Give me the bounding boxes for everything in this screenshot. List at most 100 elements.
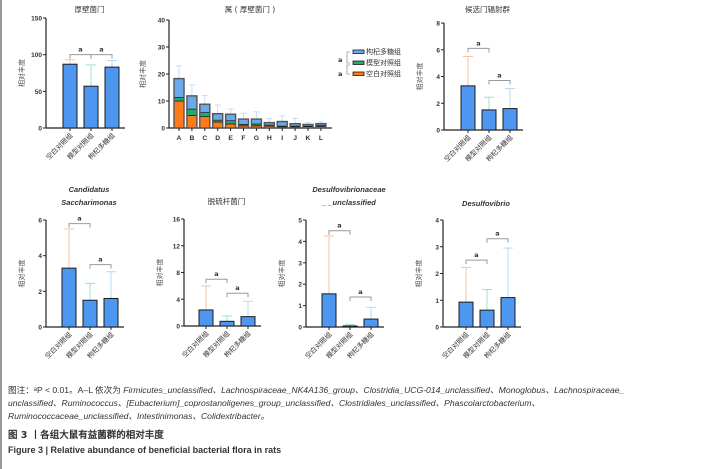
bar [481, 109, 497, 131]
significance-label: a [77, 215, 81, 223]
bar [198, 309, 214, 327]
stacked-segment-model [173, 97, 185, 102]
stacked-segment-lbp [199, 103, 211, 113]
significance-bracket [328, 230, 351, 235]
significance-bracket [488, 80, 511, 85]
chart-title-line2: _ _unclassified [321, 198, 376, 207]
significance-label: a [78, 46, 82, 54]
y-tick-label: 1 [298, 303, 302, 310]
caption-line-2: unclassified、Ruminococcus、[Eubacterium]_… [8, 397, 708, 410]
y-tick-label: 1 [435, 298, 439, 305]
stacked-segment-lbp [212, 113, 224, 121]
chart-title-line2: Saccharimonas [61, 198, 116, 207]
x-tick-label: J [293, 135, 297, 142]
y-axis-label: 相对丰度 [277, 260, 286, 288]
stacked-segment-blank [173, 100, 185, 129]
x-tick-label: L [319, 135, 323, 142]
bar [502, 108, 518, 131]
bar [83, 85, 99, 129]
chart-title: Desulfovibrionaceae [312, 185, 385, 194]
caption-genus-list-2: unclassified、Ruminococcus、[Eubacterium]_… [8, 398, 541, 408]
chart-saccharimonas: CandidatusSaccharimonas0246相对丰度空白对照组模型对照… [17, 185, 124, 360]
bar [219, 320, 235, 327]
bar [500, 297, 516, 328]
figure-caption: 图注：ᵃP < 0.01。A–L 依次为 Firmicutes_unclassi… [8, 384, 708, 423]
y-tick-label: 6 [38, 218, 42, 225]
stacked-segment-blank [212, 121, 224, 129]
significance-label: a [497, 72, 501, 80]
bar [342, 325, 358, 328]
legend-significance-label: a [338, 56, 342, 64]
y-tick-label: 150 [31, 16, 42, 23]
y-tick-label: 0 [435, 325, 439, 332]
caption-line-3: Ruminococcaceae_unclassified、Intestinimo… [8, 410, 708, 423]
bar [458, 301, 474, 328]
caption-genus-list-3: Ruminococcaceae_unclassified、Intestinimo… [8, 411, 270, 421]
y-tick-label: 20 [158, 72, 166, 79]
y-tick-label: 12 [173, 243, 181, 250]
chart-title: 脱硫杆菌门 [208, 196, 246, 206]
y-axis-label: 相对丰度 [17, 59, 26, 87]
figure-title-cn: 图 3 丨各组大鼠有益菌群的相对丰度 [8, 430, 164, 441]
y-tick-label: 10 [158, 99, 166, 106]
stacked-segment-lbp [225, 113, 236, 122]
stacked-segment-model [199, 112, 211, 118]
stacked-segment-lbp [238, 118, 249, 125]
significance-bracket [349, 296, 372, 302]
significance-bracket [226, 292, 249, 298]
stacked-segment-blank [199, 116, 211, 129]
caption-line-1: 图注：ᵃP < 0.01。A–L 依次为 Firmicutes_unclassi… [8, 384, 708, 397]
stacked-segment-model [186, 108, 198, 116]
y-tick-label: 0 [176, 324, 180, 331]
y-axis-label: 相对丰度 [17, 260, 26, 288]
x-tick-label: A [177, 135, 182, 142]
y-tick-label: 100 [31, 52, 42, 59]
significance-label: a [358, 288, 362, 296]
x-tick-label: C [202, 135, 207, 142]
legend-label: 模型对照组 [366, 58, 401, 67]
y-axis-label: 相对丰度 [138, 60, 147, 88]
x-tick-label: E [228, 135, 233, 142]
y-tick-label: 16 [173, 217, 181, 224]
y-tick-label: 0 [38, 325, 42, 332]
bar [363, 318, 379, 328]
y-tick-label: 4 [298, 239, 302, 246]
caption-genus-list-1: Firmicutes_unclassified、Lachnospiraceae_… [123, 385, 625, 395]
y-tick-label: 8 [436, 21, 440, 28]
y-tick-label: 50 [35, 89, 43, 96]
chart-desulfovibrionaceae: Desulfovibrionaceae _ _unclassified 0 1 2 3 4 5… [277, 185, 386, 360]
legend-swatch [352, 49, 365, 54]
stacked-segment-lbp [251, 118, 262, 125]
y-tick-label: 5 [298, 218, 302, 225]
y-tick-label: 30 [158, 45, 166, 52]
stacked-segment-model [225, 120, 236, 125]
significance-bracket [486, 238, 509, 243]
significance-bracket [205, 278, 228, 284]
x-tick-label: I [281, 135, 283, 142]
bar [62, 63, 78, 129]
y-tick-label: 4 [176, 297, 180, 304]
significance-label: a [235, 284, 239, 292]
x-tick-label: H [267, 135, 272, 142]
stacked-segment-blank [186, 115, 198, 129]
caption-pvalue: ᵃP < 0.01。A–L 依次为 [33, 385, 124, 395]
significance-bracket [68, 223, 91, 228]
y-tick-label: 4 [435, 218, 439, 225]
stacked-segment-lbp [173, 78, 185, 98]
bar [104, 66, 120, 129]
y-tick-label: 2 [38, 289, 42, 296]
y-tick-label: 40 [158, 18, 166, 25]
y-tick-label: 0 [436, 128, 440, 135]
stacked-segment-lbp [186, 95, 198, 110]
y-tick-label: 0 [38, 126, 42, 133]
figure-title-en: Figure 3 | Relative abundance of benefic… [8, 445, 282, 455]
significance-bracket [89, 264, 112, 269]
x-tick-label: F [241, 135, 245, 142]
chart-title: 厚壁菌门 [75, 4, 105, 14]
significance-label: a [495, 230, 499, 238]
chart-title: 候选门辐射群 [465, 4, 510, 14]
x-tick-label: K [306, 135, 311, 142]
